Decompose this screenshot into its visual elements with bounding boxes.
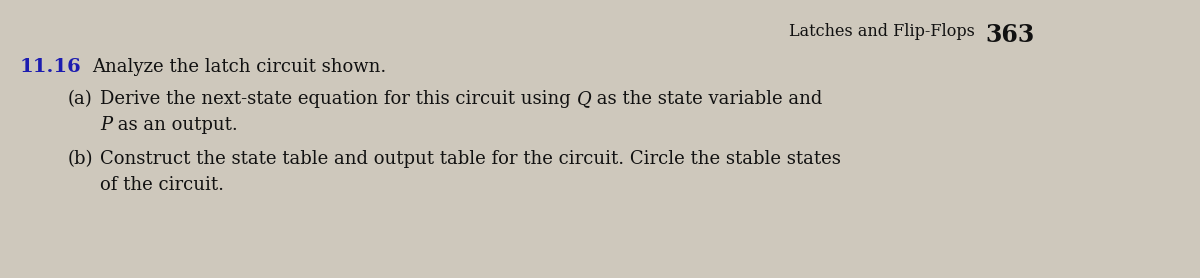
Text: (a): (a)	[68, 90, 92, 108]
Text: Latches and Flip-Flops: Latches and Flip-Flops	[790, 23, 974, 40]
Text: as an output.: as an output.	[112, 116, 238, 134]
Text: 11.16: 11.16	[20, 58, 82, 76]
Text: 363: 363	[985, 23, 1034, 47]
Text: (b): (b)	[68, 150, 94, 168]
Text: as the state variable and: as the state variable and	[592, 90, 823, 108]
Text: of the circuit.: of the circuit.	[100, 176, 224, 194]
Text: Q: Q	[576, 90, 592, 108]
Text: P: P	[100, 116, 112, 134]
Text: Analyze the latch circuit shown.: Analyze the latch circuit shown.	[92, 58, 386, 76]
Text: Derive the next-state equation for this circuit using: Derive the next-state equation for this …	[100, 90, 576, 108]
Text: Construct the state table and output table for the circuit. Circle the stable st: Construct the state table and output tab…	[100, 150, 841, 168]
